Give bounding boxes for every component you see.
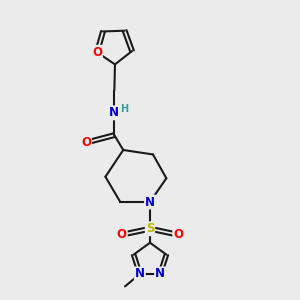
Text: O: O: [117, 228, 127, 241]
Text: O: O: [173, 228, 183, 241]
Text: O: O: [92, 46, 102, 59]
Text: N: N: [135, 267, 145, 280]
Text: S: S: [146, 222, 154, 235]
Text: N: N: [155, 267, 165, 280]
Text: O: O: [81, 136, 91, 149]
Text: H: H: [120, 104, 128, 114]
Text: N: N: [109, 106, 119, 119]
Text: N: N: [145, 196, 155, 208]
